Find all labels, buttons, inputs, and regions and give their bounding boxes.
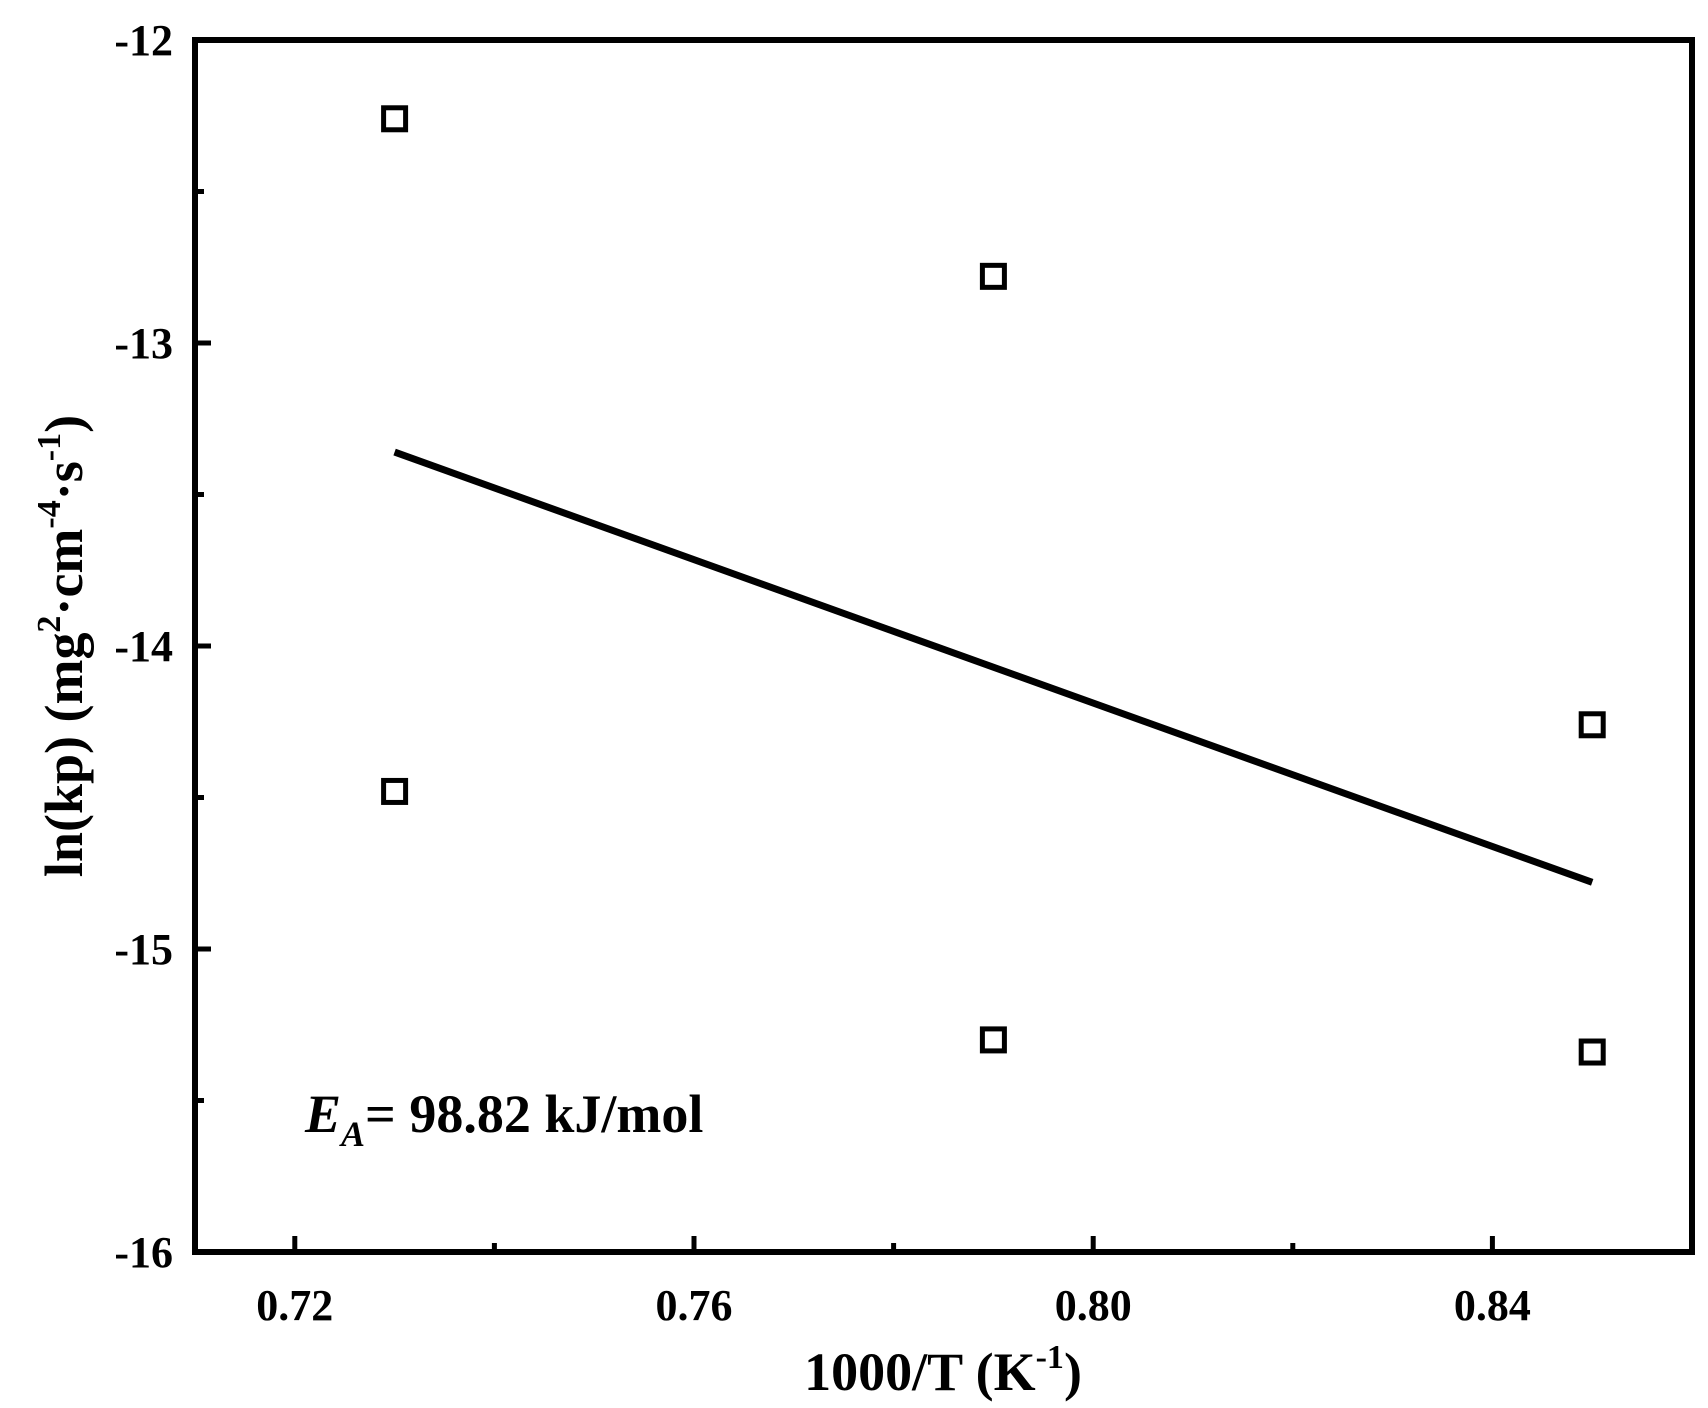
x-axis-title-close: ) (1064, 1342, 1082, 1402)
data-point (979, 262, 1007, 290)
x-tick-label: 0.72 (256, 1281, 333, 1330)
y-tick-label: -13 (114, 319, 173, 368)
data-point (979, 1026, 1007, 1054)
y-axis-title-sup3: -1 (31, 433, 68, 461)
y-axis-title: ln(kp) (mg2·cm-4·s-1) (31, 415, 94, 877)
y-axis-title-mid: ·cm (34, 529, 94, 616)
activation-energy-annotation: EA= 98.82 kJ/mol (304, 1084, 703, 1154)
y-axis-title-base: ln(kp) (mg (34, 633, 94, 878)
data-point (381, 777, 409, 805)
annotation-symbol: E (304, 1084, 341, 1144)
y-tick-label: -15 (114, 925, 173, 974)
y-axis-title-mid2: ·s (34, 461, 94, 500)
annotation-text: = 98.82 kJ/mol (365, 1084, 703, 1144)
data-point (1578, 711, 1606, 739)
x-axis-title: 1000/T (K-1) (804, 1339, 1082, 1402)
x-tick-label: 0.84 (1454, 1281, 1531, 1330)
linear-fit-line (393, 448, 1594, 886)
y-axis-title-sup1: 2 (31, 616, 68, 633)
y-tick-label: -16 (114, 1228, 173, 1277)
axis-ticks (195, 37, 1495, 1255)
data-point (1578, 1038, 1606, 1066)
data-points (381, 105, 1606, 1066)
y-tick-label: -12 (114, 16, 173, 65)
x-axis-title-base: 1000/T (K (804, 1342, 1036, 1402)
data-point (381, 105, 409, 133)
annotation-subscript: A (339, 1114, 365, 1154)
x-tick-label: 0.76 (656, 1281, 733, 1330)
tick-labels: 0.72 0.76 0.80 0.84 -16 -15 -14 -13 -12 (114, 16, 1531, 1330)
x-tick-label: 0.80 (1055, 1281, 1132, 1330)
y-axis-title-close: ) (34, 415, 94, 433)
y-axis-title-sup2: -4 (31, 500, 68, 528)
fit-line-group (393, 448, 1594, 886)
y-tick-label: -14 (114, 622, 173, 671)
x-axis-title-sup: -1 (1036, 1339, 1064, 1376)
